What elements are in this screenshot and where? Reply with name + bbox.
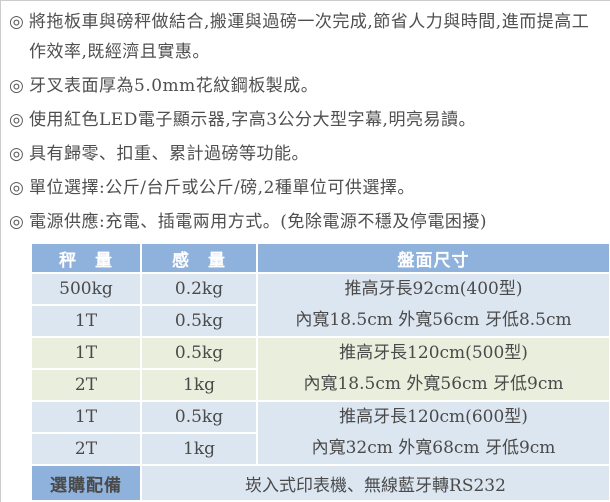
options-row: 選購配備 崁入式印表機、無線藍牙轉RS232 — [30, 464, 610, 502]
table-row: 1T 0.5kg 推高牙長120cm(500型) 內寬18.5cm 外寬56cm… — [30, 336, 610, 402]
feature-item: ◎ 使用紅色LED電子顯示器,字高3公分大型字幕,明亮易讀。 — [9, 105, 602, 135]
platform-line: 內寬32cm 外寬68cm 牙低9cm — [311, 438, 556, 458]
feature-text: 使用紅色LED電子顯示器,字高3公分大型字幕,明亮易讀。 — [29, 110, 476, 130]
cell-capacity: 2T — [30, 432, 142, 466]
options-value: 崁入式印表機、無線藍牙轉RS232 — [140, 464, 610, 502]
feature-item: ◎ 單位選擇:公斤/台斤或公斤/磅,2種單位可供選擇。 — [9, 173, 602, 203]
cell-capacity: 2T — [30, 368, 142, 402]
feature-text: 電源供應:充電、插電兩用方式。(免除電源不穩及停電困擾) — [29, 212, 487, 232]
bullseye-bullet-icon: ◎ — [9, 110, 25, 130]
table-row: 500kg 0.2kg 推高牙長92cm(400型) 內寬18.5cm 外寬56… — [30, 272, 610, 338]
bullseye-bullet-icon: ◎ — [9, 212, 25, 232]
platform-line: 內寬18.5cm 外寬56cm 牙低8.5cm — [295, 310, 572, 330]
platform-line: 內寬18.5cm 外寬56cm 牙低9cm — [303, 374, 564, 394]
spec-table: 秤 量 感 量 盤面尺寸 500kg 0.2kg 推高牙長92cm(400型) … — [30, 242, 610, 502]
cell-platform: 推高牙長92cm(400型) 內寬18.5cm 外寬56cm 牙低8.5cm — [256, 272, 610, 338]
bullseye-bullet-icon: ◎ — [9, 144, 25, 164]
feature-text: 單位選擇:公斤/台斤或公斤/磅,2種單位可供選擇。 — [29, 178, 415, 198]
table-row: 2T 1kg — [30, 432, 610, 466]
feature-item: ◎ 牙叉表面厚為5.0mm花紋鋼板製成。 — [9, 71, 602, 101]
feature-list: ◎ 將拖板車與磅秤做結合,搬運與過磅一次完成,節省人力與時間,進而提高工作效率,既… — [1, 1, 610, 237]
feature-item: ◎ 將拖板車與磅秤做結合,搬運與過磅一次完成,節省人力與時間,進而提高工作效率,既… — [9, 7, 602, 67]
table-row: 1T 0.5kg — [30, 304, 610, 338]
cell-capacity: 1T — [30, 304, 142, 338]
table-row: 2T 1kg — [30, 368, 610, 402]
bullseye-bullet-icon: ◎ — [9, 12, 25, 32]
feature-text: 將拖板車與磅秤做結合,搬運與過磅一次完成,節省人力與時間,進而提高工作效率,既經… — [29, 12, 590, 62]
platform-line: 推高牙長120cm(600型) — [339, 407, 528, 427]
table-header-row: 秤 量 感 量 盤面尺寸 — [30, 242, 610, 274]
feature-text: 具有歸零、扣重、累計過磅等功能。 — [29, 144, 309, 164]
cell-platform: 推高牙長120cm(500型) 內寬18.5cm 外寬56cm 牙低9cm — [256, 336, 610, 402]
table-row: 1T 0.5kg 推高牙長120cm(600型) 內寬32cm 外寬68cm 牙… — [30, 400, 610, 466]
cell-graduation: 0.2kg — [140, 272, 258, 306]
header-cell-graduation: 感 量 — [140, 242, 258, 274]
bullseye-bullet-icon: ◎ — [9, 178, 25, 198]
cell-capacity: 1T — [30, 336, 142, 370]
cell-platform: 推高牙長120cm(600型) 內寬32cm 外寬68cm 牙低9cm — [256, 400, 610, 466]
cell-capacity: 500kg — [30, 272, 142, 306]
cell-graduation: 1kg — [140, 432, 258, 466]
cell-capacity: 1T — [30, 400, 142, 434]
options-label: 選購配備 — [30, 464, 142, 502]
header-cell-capacity: 秤 量 — [30, 242, 142, 274]
header-cell-platform: 盤面尺寸 — [256, 242, 610, 274]
cell-graduation: 1kg — [140, 368, 258, 402]
feature-text: 牙叉表面厚為5.0mm花紋鋼板製成。 — [29, 76, 319, 96]
feature-item: ◎ 電源供應:充電、插電兩用方式。(免除電源不穩及停電困擾) — [9, 207, 602, 237]
bullseye-bullet-icon: ◎ — [9, 76, 25, 96]
cell-graduation: 0.5kg — [140, 336, 258, 370]
cell-graduation: 0.5kg — [140, 304, 258, 338]
cell-graduation: 0.5kg — [140, 400, 258, 434]
feature-item: ◎ 具有歸零、扣重、累計過磅等功能。 — [9, 139, 602, 169]
platform-line: 推高牙長120cm(500型) — [339, 343, 528, 363]
platform-line: 推高牙長92cm(400型) — [344, 279, 523, 299]
